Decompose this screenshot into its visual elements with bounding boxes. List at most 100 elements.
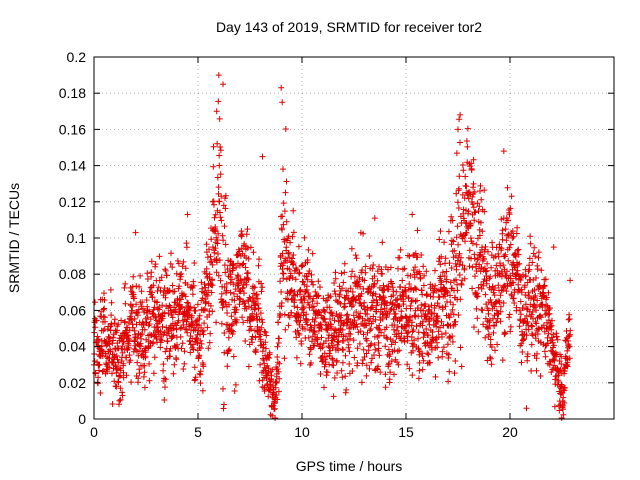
data-point [208, 236, 215, 243]
data-point [397, 246, 404, 253]
data-point [421, 272, 428, 279]
data-point [312, 315, 319, 322]
data-point [545, 317, 552, 324]
data-point [204, 292, 211, 299]
data-point [436, 303, 443, 310]
data-point [169, 264, 176, 271]
data-point [331, 317, 338, 324]
data-point [304, 276, 311, 283]
data-point [168, 250, 174, 257]
data-point [348, 245, 355, 252]
data-point [439, 333, 445, 340]
data-point [202, 306, 208, 312]
data-point [133, 321, 140, 328]
data-point [407, 272, 414, 279]
data-point [550, 244, 557, 251]
data-point [410, 267, 417, 274]
data-point [506, 211, 513, 218]
data-point [222, 299, 229, 306]
data-point [318, 321, 324, 328]
data-point [274, 354, 281, 360]
data-point [438, 318, 445, 325]
data-point [110, 334, 117, 341]
data-point [228, 313, 235, 320]
data-point [221, 284, 228, 291]
data-point [120, 339, 127, 345]
data-point [249, 310, 256, 317]
data-point [509, 235, 516, 241]
data-point [478, 285, 485, 292]
data-point [275, 319, 282, 326]
data-point [151, 313, 158, 320]
data-point [205, 287, 212, 294]
data-point [522, 272, 529, 279]
data-point [204, 324, 211, 331]
data-point [336, 291, 343, 298]
data-point [243, 254, 250, 261]
data-point [282, 189, 289, 196]
data-point [277, 312, 284, 319]
data-point [321, 316, 328, 323]
data-point [261, 328, 268, 335]
data-point [383, 324, 390, 331]
data-point [165, 330, 172, 337]
data-point [561, 399, 568, 406]
data-point [351, 273, 358, 280]
data-point [476, 252, 483, 259]
data-point [301, 297, 308, 303]
data-point [491, 303, 498, 310]
data-point [448, 265, 455, 271]
data-point [463, 229, 470, 236]
data-point [345, 341, 352, 348]
data-point [514, 224, 521, 231]
data-point [328, 309, 335, 316]
data-point [227, 289, 234, 296]
data-point [355, 278, 361, 285]
data-point [134, 312, 141, 319]
data-point [200, 363, 207, 370]
data-point [372, 291, 379, 298]
data-point [113, 383, 120, 390]
data-point [381, 287, 388, 293]
data-point [328, 325, 335, 332]
data-point [461, 265, 468, 272]
data-point [232, 381, 239, 388]
data-point [446, 260, 453, 267]
data-point [453, 234, 460, 241]
data-point [324, 369, 331, 376]
data-point [104, 368, 111, 375]
data-point [454, 223, 461, 230]
data-point [533, 367, 540, 374]
data-point [424, 291, 430, 298]
data-point [429, 329, 436, 335]
data-point [217, 277, 224, 284]
data-point [198, 340, 205, 347]
x-tick-label: 10 [294, 424, 310, 440]
data-point [439, 353, 446, 360]
data-point [228, 276, 235, 283]
data-point [446, 314, 453, 321]
data-point [287, 239, 294, 246]
data-point [192, 318, 199, 325]
data-point [150, 370, 157, 377]
data-point [308, 271, 315, 278]
data-point [513, 304, 520, 311]
data-point [178, 270, 185, 277]
data-point [449, 306, 456, 313]
data-point [391, 322, 398, 328]
data-point [301, 234, 308, 241]
data-point [457, 258, 464, 265]
data-point [329, 355, 336, 362]
data-point [286, 254, 293, 261]
data-point [170, 370, 177, 377]
data-point [532, 292, 539, 299]
data-point [175, 260, 182, 267]
data-point [491, 323, 498, 329]
data-point [469, 240, 476, 247]
data-point [487, 355, 494, 362]
data-point [538, 314, 545, 321]
y-tick-label: 0.14 [59, 158, 86, 174]
data-point [529, 308, 536, 315]
data-point [541, 348, 548, 355]
data-point [464, 125, 471, 132]
